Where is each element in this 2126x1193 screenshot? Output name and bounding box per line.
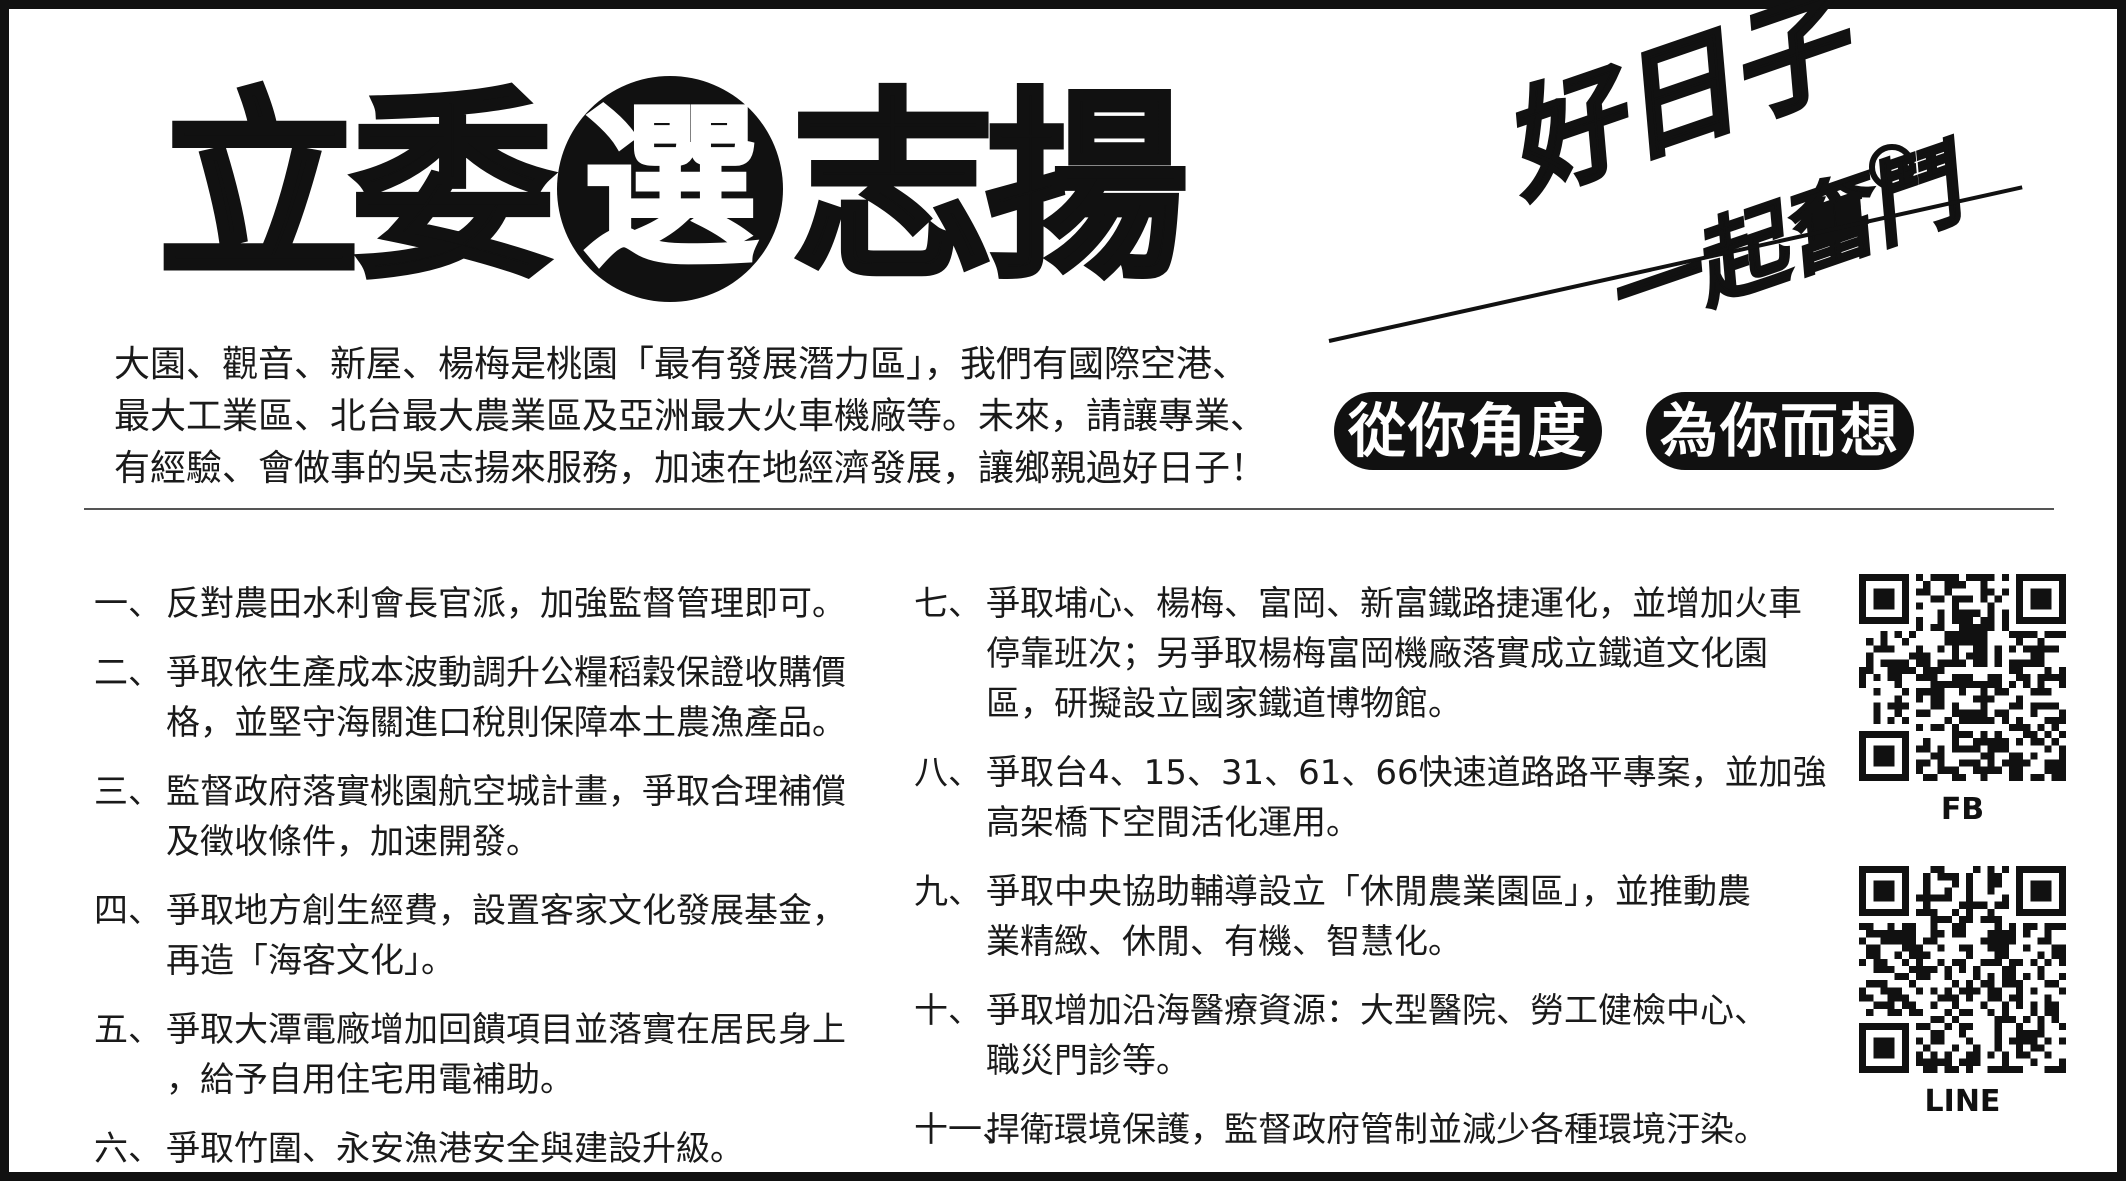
policy-number: 四、 — [94, 891, 162, 931]
policy-line: 反對農田水利會長官派，加強監督管理即可。 — [166, 584, 846, 624]
policy-number: 五、 — [94, 1010, 162, 1050]
policy-text: 爭取增加沿海醫療資源：大型醫院、勞工健檢中心、 職災門診等。 — [986, 986, 1834, 1086]
title-circle-badge: 選 — [557, 76, 784, 302]
policy-line: 區，研擬設立國家鐵道博物館。 — [986, 684, 1462, 724]
policy-line: 爭取竹圍、永安漁港安全與建設升級。 — [166, 1129, 744, 1169]
line-qr-label: LINE — [1924, 1084, 2001, 1119]
line-qr-block[interactable]: LINE — [1859, 866, 2066, 1117]
policy-line: 爭取增加沿海醫療資源：大型醫院、勞工健檢中心、 — [986, 991, 1768, 1031]
policy-line: 捍衛環境保護，監督政府管制並減少各種環境汙染。 — [986, 1110, 1768, 1150]
tagline-left-text: 從你角度 — [1348, 397, 1589, 465]
policy-text: 爭取埔心、楊梅、富岡、新富鐵路捷運化，並增加火車 停靠班次；另爭取楊梅富岡機廠落… — [986, 579, 1834, 729]
policy-number: 六、 — [94, 1129, 162, 1169]
policy-line: 爭取地方創生經費，設置客家文化發展基金， — [166, 891, 846, 931]
tagline-pill-right: 為你而想 — [1646, 392, 1915, 470]
policy-number: 一、 — [94, 584, 162, 624]
policy-number: 十、 — [914, 991, 982, 1031]
policy-line: 及徵收條件，加速開發。 — [166, 822, 540, 862]
policy-text: 爭取中央協助輔導設立「休閒農業園區」，並推動農 業精緻、休閒、有機、智慧化。 — [986, 867, 1834, 967]
policy-text: 爭取依生產成本波動調升公糧稻穀保證收購價 格，並堅守海關進口稅則保障本土農漁產品… — [166, 648, 884, 748]
policy-text: 爭取大潭電廠增加回饋項目並落實在居民身上 ，給予自用住宅用電補助。 — [166, 1005, 884, 1105]
policy-line: ，給予自用住宅用電補助。 — [166, 1060, 574, 1100]
slogan-period-mark — [1869, 144, 1915, 190]
policy-number: 八、 — [914, 753, 982, 793]
title-circle-text: 選 — [581, 87, 760, 291]
policy-item: 六、 爭取竹圍、永安漁港安全與建設升級。 — [94, 1124, 884, 1174]
fb-qr-block[interactable]: FB — [1859, 574, 2066, 825]
tagline-pill-left: 從你角度 — [1334, 392, 1603, 470]
title-left-text: 立委 — [156, 72, 556, 305]
policy-line: 爭取埔心、楊梅、富岡、新富鐵路捷運化，並增加火車 — [986, 584, 1802, 624]
section-divider — [84, 508, 2054, 510]
intro-line: 有經驗、會做事的吳志揚來服務，加速在地經濟發展，讓鄉親過好日子！ — [114, 448, 1267, 489]
policy-line: 停靠班次；另爭取楊梅富岡機廠落實成立鐵道文化園 — [986, 634, 1768, 674]
policy-line: 監督政府落實桃園航空城計畫，爭取合理補償 — [166, 772, 846, 812]
policy-text: 監督政府落實桃園航空城計畫，爭取合理補償 及徵收條件，加速開發。 — [166, 767, 884, 867]
policy-line: 爭取依生產成本波動調升公糧稻穀保證收購價 — [166, 653, 846, 693]
policy-item: 八、 爭取台4、15、31、61、66快速道路路平專案，並加強 高架橋下空間活化… — [914, 748, 1834, 848]
policy-item: 四、 爭取地方創生經費，設置客家文化發展基金， 再造「海客文化」。 — [94, 886, 884, 986]
policy-number: 三、 — [94, 772, 162, 812]
policy-text: 爭取台4、15、31、61、66快速道路路平專案，並加強 高架橋下空間活化運用。 — [986, 748, 1834, 848]
policy-line: 爭取中央協助輔導設立「休閒農業園區」，並推動農 — [986, 872, 1751, 912]
policy-item: 三、 監督政府落實桃園航空城計畫，爭取合理補償 及徵收條件，加速開發。 — [94, 767, 884, 867]
intro-line: 大園、觀音、新屋、楊梅是桃園「最有發展潛力區」，我們有國際空港、 — [114, 344, 1249, 385]
policy-number: 十一、 — [914, 1110, 1016, 1150]
policy-line: 爭取台4、15、31、61、66快速道路路平專案，並加強 — [986, 753, 1827, 793]
policy-item: 十、 爭取增加沿海醫療資源：大型醫院、勞工健檢中心、 職災門診等。 — [914, 986, 1834, 1086]
policy-number: 二、 — [94, 653, 162, 693]
tagline-right-text: 為你而想 — [1660, 397, 1901, 465]
policy-item: 五、 爭取大潭電廠增加回饋項目並落實在居民身上 ，給予自用住宅用電補助。 — [94, 1005, 884, 1105]
policy-item: 七、 爭取埔心、楊梅、富岡、新富鐵路捷運化，並增加火車 停靠班次；另爭取楊梅富岡… — [914, 579, 1834, 729]
fb-qr-label: FB — [1940, 792, 1985, 827]
policy-text: 捍衛環境保護，監督政府管制並減少各種環境汙染。 — [986, 1105, 1834, 1155]
slogan-logo: 好日子 一起奮鬥 — [1328, 0, 2069, 359]
policy-line: 再造「海客文化」。 — [166, 941, 455, 981]
policy-item: 二、 爭取依生產成本波動調升公糧稻穀保證收購價 格，並堅守海關進口稅則保障本土農… — [94, 648, 884, 748]
intro-paragraph: 大園、觀音、新屋、楊梅是桃園「最有發展潛力區」，我們有國際空港、 最大工業區、北… — [114, 339, 1294, 495]
title-right-text: 志揚 — [790, 72, 1190, 305]
policy-item: 十一、 捍衛環境保護，監督政府管制並減少各種環境汙染。 — [914, 1105, 1834, 1155]
policy-text: 爭取地方創生經費，設置客家文化發展基金， 再造「海客文化」。 — [166, 886, 884, 986]
fb-qr-code-icon[interactable] — [1859, 574, 2066, 781]
policy-number: 九、 — [914, 872, 982, 912]
policy-number: 七、 — [914, 584, 982, 624]
line-qr-code-icon[interactable] — [1859, 866, 2066, 1073]
policy-item: 一、 反對農田水利會長官派，加強監督管理即可。 — [94, 579, 884, 629]
tagline-row: 從你角度 為你而想 — [1334, 392, 1915, 470]
policy-line: 業精緻、休閒、有機、智慧化。 — [986, 922, 1462, 962]
intro-line: 最大工業區、北台最大農業區及亞洲最大火車機廠等。未來，請讓專業、 — [114, 396, 1267, 437]
policy-list-right: 七、 爭取埔心、楊梅、富岡、新富鐵路捷運化，並增加火車 停靠班次；另爭取楊梅富岡… — [914, 579, 1834, 1174]
policy-line: 高架橋下空間活化運用。 — [986, 803, 1360, 843]
policy-list-left: 一、 反對農田水利會長官派，加強監督管理即可。 二、 爭取依生產成本波動調升公糧… — [94, 579, 884, 1193]
policy-line: 職災門診等。 — [986, 1041, 1190, 1081]
policy-line: 格，並堅守海關進口稅則保障本土農漁產品。 — [166, 703, 846, 743]
hero-title: 立委 選 志揚 — [156, 72, 1190, 305]
policy-line: 爭取大潭電廠增加回饋項目並落實在居民身上 — [166, 1010, 846, 1050]
policy-text: 反對農田水利會長官派，加強監督管理即可。 — [166, 579, 884, 629]
policy-text: 爭取竹圍、永安漁港安全與建設升級。 — [166, 1124, 884, 1174]
policy-item: 九、 爭取中央協助輔導設立「休閒農業園區」，並推動農 業精緻、休閒、有機、智慧化… — [914, 867, 1834, 967]
